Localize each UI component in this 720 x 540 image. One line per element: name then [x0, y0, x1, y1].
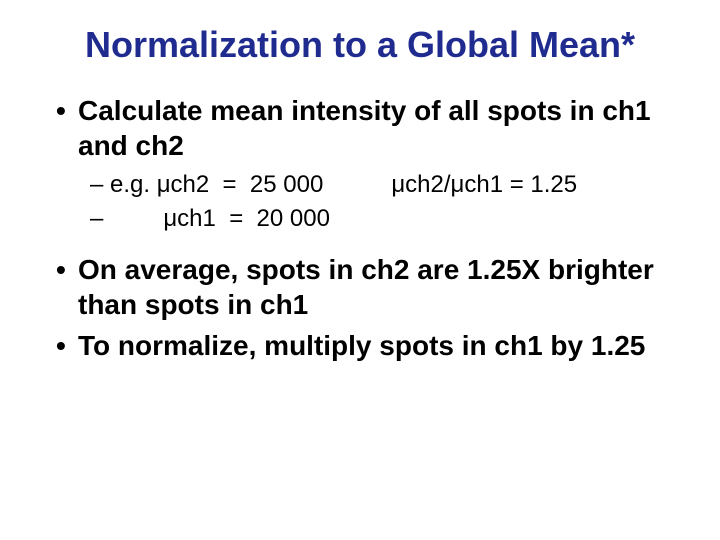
slide-title: Normalization to a Global Mean* — [50, 24, 670, 65]
bullet-list: Calculate mean intensity of all spots in… — [50, 93, 670, 362]
sub-bullet-ch1: μch1 = 20 000 — [50, 203, 670, 234]
bullet-to-normalize: To normalize, multiply spots in ch1 by 1… — [50, 328, 670, 363]
sub-bullet-ch2-value: e.g. μch2 = 25 000 — [110, 169, 323, 200]
bullet-calculate-mean: Calculate mean intensity of all spots in… — [50, 93, 670, 163]
bullet-on-average: On average, spots in ch2 are 1.25X brigh… — [50, 252, 670, 322]
ratio-value: μch2/μch1 = 1.25 — [391, 169, 577, 200]
sub-bullet-group: e.g. μch2 = 25 000 μch2/μch1 = 1.25 μch1… — [50, 169, 670, 233]
sub-bullet-ch2: e.g. μch2 = 25 000 μch2/μch1 = 1.25 — [50, 169, 670, 200]
